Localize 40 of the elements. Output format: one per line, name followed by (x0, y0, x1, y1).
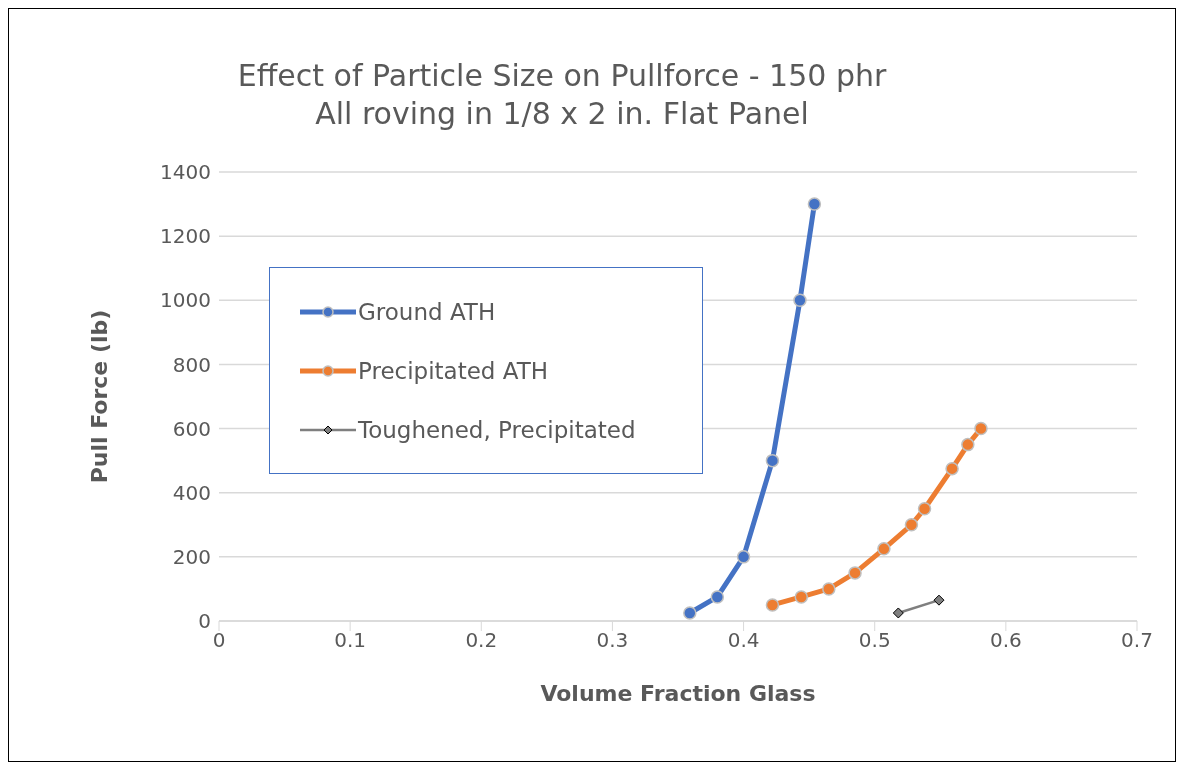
y-tick-label: 1200 (160, 224, 211, 249)
chart-subtitle: All roving in 1/8 x 2 in. Flat Panel (314, 95, 810, 133)
point (765, 453, 780, 468)
legend-label: Toughened, Precipitated (358, 416, 636, 443)
y-tick-label: 600 (172, 416, 211, 441)
legend-label: Precipitated ATH (358, 357, 549, 384)
x-tick-label: 0.2 (465, 628, 498, 653)
chart-title: Effect of Particle Size on Pullforce - 150 phr (236, 57, 888, 95)
y-tick-label: 0 (198, 609, 211, 634)
point (892, 607, 904, 619)
x-axis-title: Volume Fraction Glass (540, 681, 816, 706)
x-tick-label: 0.3 (596, 628, 629, 653)
point (933, 594, 945, 606)
y-tick-label: 800 (172, 352, 211, 377)
y-axis-title: Pull Force (lb) (86, 309, 112, 484)
x-tick-label: 0.5 (858, 628, 891, 653)
point (807, 197, 822, 211)
point (961, 437, 975, 452)
point (793, 293, 807, 308)
x-tick-label: 0.6 (989, 628, 1022, 653)
y-tick-label: 200 (172, 544, 211, 569)
point (794, 590, 809, 604)
point (765, 598, 780, 612)
point (904, 518, 919, 532)
point (736, 550, 751, 564)
point (848, 566, 862, 580)
x-tick-label: 0.4 (727, 628, 760, 653)
point (917, 502, 932, 516)
point (683, 606, 697, 620)
y-tick-label: 1400 (160, 160, 211, 185)
point (945, 461, 959, 476)
point (710, 590, 725, 604)
point (974, 421, 988, 436)
y-tick-label: 400 (172, 480, 211, 505)
x-tick-label: 0.7 (1121, 628, 1153, 653)
point (877, 542, 891, 556)
y-tick-label: 1000 (160, 288, 211, 313)
legend-label: Ground ATH (358, 298, 496, 325)
point (822, 582, 836, 596)
x-tick-label: 0.1 (334, 628, 367, 653)
